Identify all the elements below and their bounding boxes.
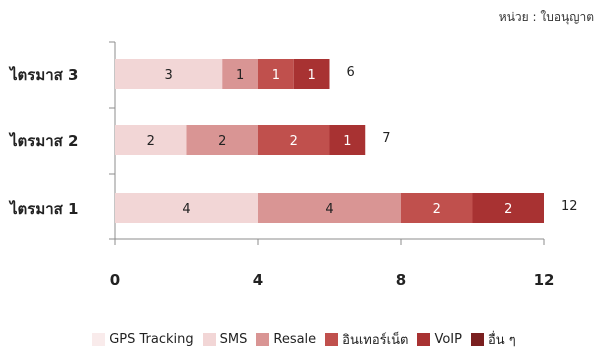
stacked-bar-chart: 0 4 8 12 ไตรมาส 1 4 4 2 2 12 ไตรมาส 2 2 2 2 1 7 ไตรมาส 3… xyxy=(8,41,578,289)
segment-value-label: 1 xyxy=(272,68,280,83)
segment-value-label: 2 xyxy=(504,202,512,217)
category-label: ไตรมาส 2 xyxy=(8,131,78,150)
x-tick-label: 0 xyxy=(110,271,120,289)
segment-value-label: 1 xyxy=(343,134,351,149)
chart-legend: GPS Tracking SMS Resale อินเทอร์เน็ต VoIP อื่… xyxy=(0,329,608,350)
segment-value-label: 2 xyxy=(147,134,155,149)
legend-swatch xyxy=(202,333,216,346)
bar-segment xyxy=(401,193,473,223)
unit-note: หน่วย : ใบอนุญาต xyxy=(498,10,594,24)
legend-swatch xyxy=(470,333,484,346)
x-tick-label: 8 xyxy=(396,271,406,289)
bar-segment xyxy=(472,193,544,223)
legend-item: Resale xyxy=(256,329,316,350)
bar-segment xyxy=(222,59,258,89)
legend-swatch xyxy=(256,333,270,346)
segment-value-label: 2 xyxy=(290,134,298,149)
x-tick-label: 4 xyxy=(253,271,263,289)
segment-value-label: 2 xyxy=(433,202,441,217)
bar-segment xyxy=(258,125,330,155)
legend-item: GPS Tracking xyxy=(92,329,194,350)
category-label: ไตรมาส 3 xyxy=(8,65,78,84)
segment-value-label: 3 xyxy=(164,68,172,83)
legend-item: อื่น ๆ xyxy=(470,329,516,350)
segment-value-label: 4 xyxy=(325,202,333,217)
segment-value-label: 1 xyxy=(236,68,244,83)
bar-segment xyxy=(115,59,223,89)
bar-segment xyxy=(258,193,401,223)
category-label: ไตรมาส 1 xyxy=(8,199,78,218)
bar-segment xyxy=(293,59,330,89)
legend-item: VoIP xyxy=(417,329,462,350)
segment-value-label: 2 xyxy=(218,134,226,149)
legend-label: GPS Tracking xyxy=(109,332,194,347)
legend-label: Resale xyxy=(273,332,317,347)
segment-value-label: 4 xyxy=(182,202,190,217)
legend-label: อินเทอร์เน็ต xyxy=(342,333,409,348)
legend-item: อินเทอร์เน็ต xyxy=(325,329,408,350)
bar-segment xyxy=(115,125,187,155)
legend-item: SMS xyxy=(202,329,248,350)
legend-label: VoIP xyxy=(434,332,462,347)
bar-segment xyxy=(186,125,258,155)
bar-total-label: 12 xyxy=(561,199,578,214)
bar-segment xyxy=(329,125,366,155)
legend-swatch xyxy=(417,333,431,346)
legend-label: อื่น ๆ xyxy=(487,333,516,348)
bar-segment xyxy=(258,59,294,89)
legend-swatch xyxy=(92,333,106,346)
segment-value-label: 1 xyxy=(307,68,315,83)
bar-total-label: 6 xyxy=(347,65,355,80)
bar-total-label: 7 xyxy=(382,131,390,146)
bar-segment xyxy=(115,193,258,223)
x-tick-label: 12 xyxy=(534,271,555,289)
legend-label: SMS xyxy=(219,332,248,347)
legend-swatch xyxy=(325,333,339,346)
